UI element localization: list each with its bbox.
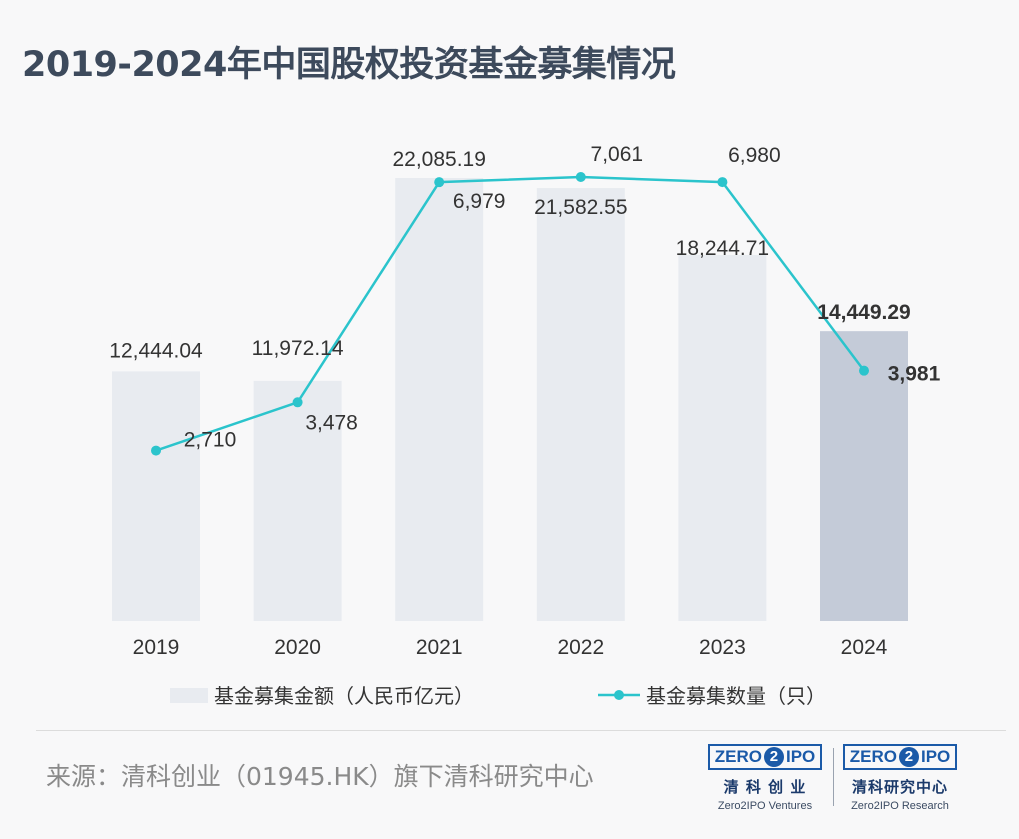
line-label-2023: 6,980: [728, 144, 781, 167]
line-series: [155, 175, 865, 452]
zero2ipo-mark: ZERO 2 IPO: [707, 744, 823, 770]
legend-line-label: 基金募集数量（只）: [646, 685, 826, 708]
bar-label-2023: 18,244.71: [676, 237, 769, 260]
line-label-2020: 3,478: [305, 411, 358, 434]
x-tick-label-2021: 2021: [416, 636, 463, 659]
legend-bar-label: 基金募集金额（人民币亿元）: [214, 685, 474, 708]
bar-label-2019: 12,444.04: [109, 339, 203, 362]
footer-divider: [36, 730, 1006, 731]
logo-divider: [833, 748, 834, 806]
bar-2020: [253, 380, 342, 621]
bar-2019: [112, 371, 200, 621]
source-note: 来源：清科创业（01945.HK）旗下清科研究中心: [46, 762, 594, 791]
chart-title: 2019-2024年中国股权投资基金募集情况: [22, 45, 676, 85]
bar-label-2022: 21,582.55: [534, 196, 627, 219]
logo-cn-text: 清 科 创 业: [723, 778, 807, 796]
line-point-2020: [292, 397, 303, 408]
bar-2021: [395, 178, 484, 621]
bar-2024: [820, 331, 908, 621]
chart: 2019 2020 2021 2022 2023 2024 12,444.04 11,972.…: [109, 143, 941, 708]
line-point-2021: [434, 177, 445, 188]
bar-label-2021: 22,085.19: [392, 148, 485, 171]
x-tick-label-2019: 2019: [133, 636, 180, 659]
zero2ipo-research-logo: ZERO 2 IPO 清科研究中心 Zero2IPO Research: [840, 744, 960, 812]
line-point-2023: [717, 177, 728, 188]
legend-line-marker: [614, 690, 624, 700]
logo-en-text: Zero2IPO Research: [851, 800, 949, 812]
line-label-2021: 6,979: [453, 190, 506, 213]
line-point-2022: [575, 172, 586, 182]
legend-bar-swatch: [170, 688, 208, 703]
bar-label-2020: 11,972.14: [252, 337, 344, 360]
x-tick-label-2024: 2024: [841, 636, 888, 659]
x-tick-label-2022: 2022: [557, 636, 604, 659]
bar-label-2024: 14,449.29: [817, 301, 910, 324]
logo-cn-text: 清科研究中心: [851, 778, 948, 796]
line-point-2024: [859, 365, 869, 376]
zero2ipo-mark: ZERO 2 IPO: [842, 744, 958, 770]
line-label-2024: 3,981: [888, 363, 941, 386]
line-label-2019: 2,710: [184, 429, 237, 452]
bar-2022: [536, 188, 625, 621]
line-point-2019: [151, 445, 161, 456]
line-label-2022: 7,061: [591, 143, 644, 166]
x-tick-label-2023: 2023: [699, 636, 746, 659]
x-tick-label-2020: 2020: [274, 636, 321, 659]
bar-2023: [678, 255, 767, 621]
zero2ipo-ventures-logo: ZERO 2 IPO 清 科 创 业 Zero2IPO Ventures: [705, 744, 825, 812]
logo-en-text: Zero2IPO Ventures: [717, 800, 813, 812]
